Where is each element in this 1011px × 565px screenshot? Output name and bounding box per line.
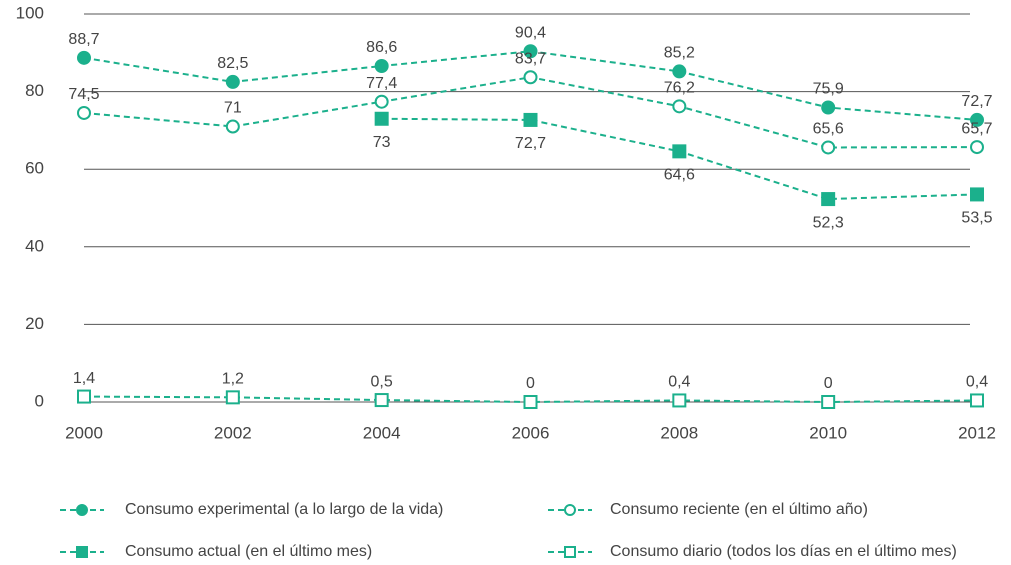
marker <box>523 70 538 85</box>
value-label: 86,6 <box>366 39 397 56</box>
value-label: 64,6 <box>664 167 695 184</box>
value-label: 1,4 <box>73 370 95 387</box>
legend-marker <box>76 504 88 516</box>
value-label: 82,5 <box>217 55 248 72</box>
legend-label: Consumo reciente (en el último año) <box>610 501 868 518</box>
value-label: 52,3 <box>813 214 844 231</box>
legend-marker <box>76 546 88 558</box>
value-label: 90,4 <box>515 24 546 41</box>
marker <box>374 111 389 126</box>
marker <box>672 393 687 408</box>
y-tick-label: 40 <box>25 236 44 255</box>
value-label: 85,2 <box>664 45 695 62</box>
value-label: 0 <box>824 375 833 392</box>
marker <box>970 393 984 408</box>
y-tick-label: 20 <box>25 314 44 333</box>
marker <box>225 74 240 89</box>
value-label: 75,9 <box>813 81 844 98</box>
value-label: 53,5 <box>961 210 992 227</box>
marker <box>970 112 984 127</box>
y-tick-label: 60 <box>25 159 44 178</box>
marker <box>523 112 538 127</box>
x-tick-label: 2004 <box>363 423 401 442</box>
marker <box>523 44 538 59</box>
marker <box>77 105 91 120</box>
value-label: 0,4 <box>966 374 988 391</box>
marker <box>821 140 836 155</box>
value-label: 1,2 <box>222 371 244 388</box>
marker <box>374 58 389 73</box>
x-tick-label: 2012 <box>958 423 996 442</box>
y-tick-label: 100 <box>16 3 44 22</box>
legend-label: Consumo diario (todos los días en el últ… <box>610 543 957 560</box>
legend-label: Consumo experimental (a lo largo de la v… <box>125 501 443 518</box>
value-label: 72,7 <box>961 93 992 110</box>
marker <box>672 144 687 159</box>
value-label: 0,4 <box>668 374 690 391</box>
value-label: 83,7 <box>515 50 546 67</box>
marker <box>77 50 91 65</box>
legend-label: Consumo actual (en el último mes) <box>125 543 372 560</box>
marker <box>970 187 984 202</box>
value-label: 77,4 <box>366 75 397 92</box>
value-label: 76,2 <box>664 80 695 97</box>
marker <box>672 99 687 114</box>
y-tick-label: 80 <box>25 81 44 100</box>
value-label: 0,5 <box>371 373 393 390</box>
value-label: 65,6 <box>813 121 844 138</box>
legend-marker <box>564 504 576 516</box>
value-label: 73 <box>373 134 391 151</box>
y-tick-label: 0 <box>35 391 44 410</box>
value-label: 71 <box>224 100 242 117</box>
value-label: 65,7 <box>961 120 992 137</box>
value-label: 0 <box>526 375 535 392</box>
marker <box>821 395 836 409</box>
marker <box>523 395 538 409</box>
marker <box>225 390 240 405</box>
series-line <box>381 117 978 201</box>
x-tick-label: 2006 <box>512 423 550 442</box>
x-tick-label: 2002 <box>214 423 252 442</box>
value-label: 74,5 <box>68 86 99 103</box>
legend-marker <box>564 546 576 558</box>
x-tick-label: 2000 <box>65 423 103 442</box>
marker <box>225 119 240 134</box>
marker <box>821 100 836 115</box>
marker <box>77 389 91 404</box>
x-tick-label: 2008 <box>660 423 698 442</box>
marker <box>672 64 687 79</box>
marker <box>374 94 389 109</box>
marker <box>970 140 984 155</box>
marker <box>821 192 836 207</box>
value-label: 72,7 <box>515 135 546 152</box>
x-tick-label: 2010 <box>809 423 847 442</box>
marker <box>374 393 389 408</box>
value-label: 88,7 <box>68 31 99 48</box>
